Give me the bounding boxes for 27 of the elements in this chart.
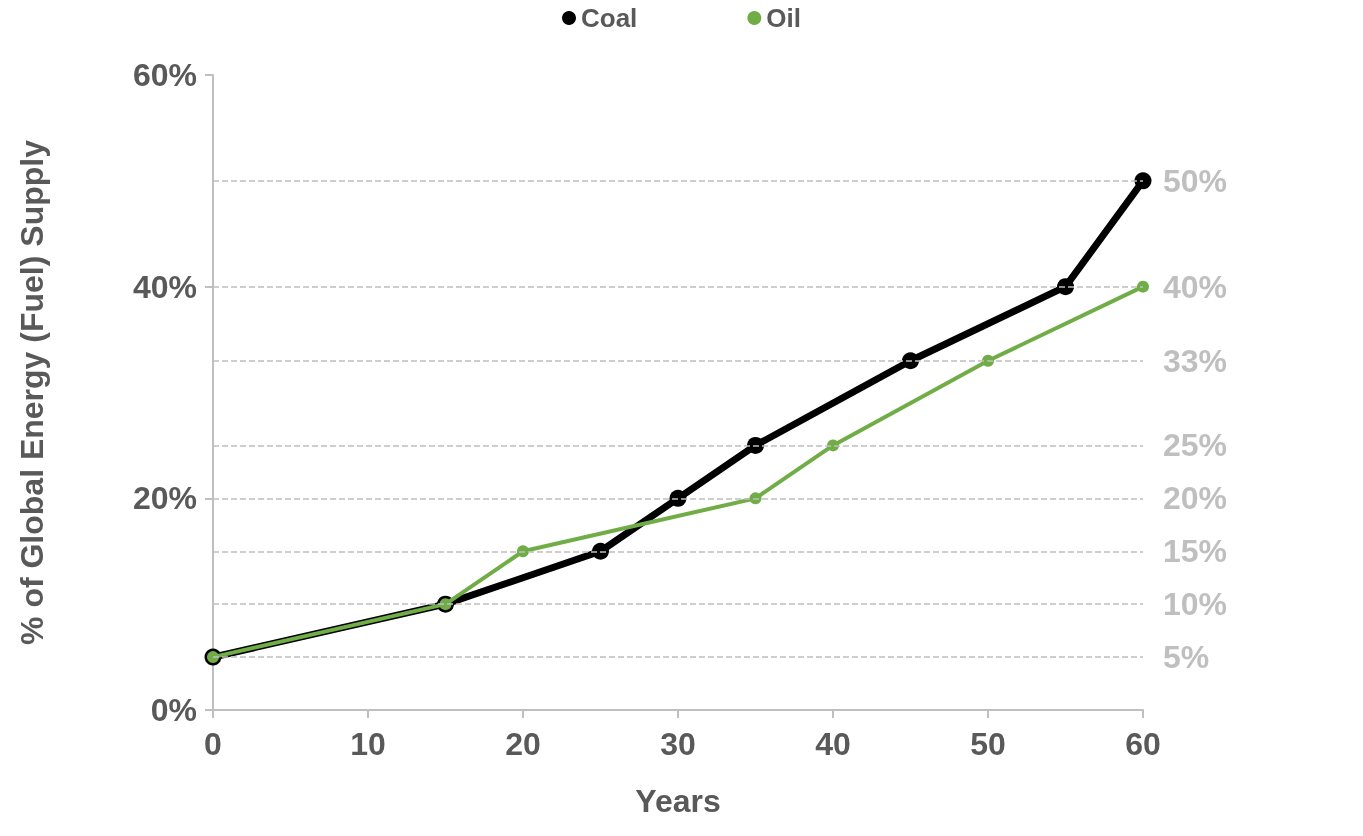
ref-line-label: 10%: [1163, 586, 1228, 623]
point: [1137, 280, 1149, 293]
y-tick-label: 0%: [150, 692, 197, 728]
legend-label: Coal: [580, 3, 638, 33]
y-axis-title: % of Global Energy (Fuel) Supply: [14, 139, 50, 645]
point: [1134, 172, 1152, 190]
x-tick-label: 50: [970, 726, 1006, 762]
x-tick-label: 40: [815, 726, 851, 762]
legend-label: Oil: [766, 3, 802, 33]
ref-line-label: 50%: [1163, 162, 1228, 199]
y-tick-label: 40%: [132, 268, 197, 305]
x-tick-label: 0: [204, 726, 222, 762]
x-axis-title: Years: [635, 783, 721, 819]
point: [592, 542, 609, 560]
x-tick-label: 10: [350, 726, 386, 762]
ref-line-label: 5%: [1163, 639, 1210, 676]
ref-line-label: 20%: [1163, 480, 1228, 517]
y-tick-label: 60%: [132, 57, 197, 93]
x-tick-label: 60: [1125, 726, 1161, 762]
ref-line-label: 33%: [1163, 342, 1228, 379]
y-tick-label: 20%: [132, 480, 197, 517]
ref-line-label: 40%: [1163, 268, 1228, 305]
x-tick-label: 30: [660, 726, 696, 762]
ref-line-label: 25%: [1163, 427, 1228, 464]
ref-line-label: 15%: [1163, 533, 1228, 570]
x-tick-label: 20: [505, 726, 541, 762]
point: [902, 352, 919, 370]
